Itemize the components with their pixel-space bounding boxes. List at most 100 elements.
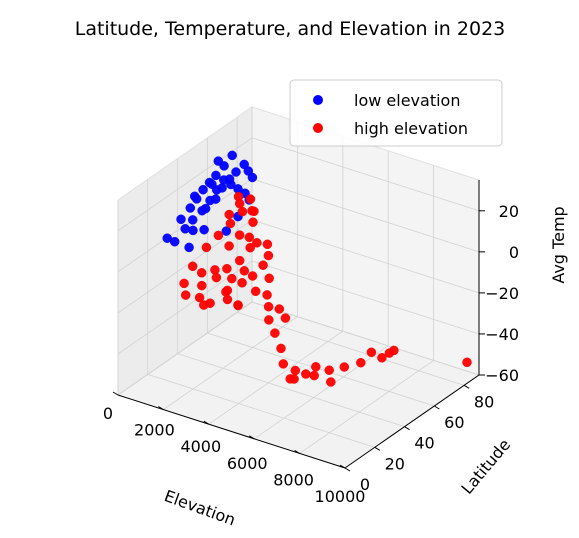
point-low-elevation	[231, 167, 241, 177]
point-low-elevation	[169, 236, 180, 247]
axes-grid	[117, 107, 480, 469]
point-high-elevation	[290, 365, 301, 376]
point-high-elevation	[237, 206, 248, 217]
point-low-elevation	[221, 226, 232, 236]
grid-line-z	[251, 178, 480, 253]
point-high-elevation	[309, 370, 319, 381]
point-low-elevation	[189, 191, 200, 202]
point-high-elevation	[245, 194, 256, 204]
grid-line-z	[117, 301, 253, 396]
point-high-elevation	[197, 280, 207, 291]
point-low-elevation	[227, 150, 237, 161]
y-tick-label: 80	[474, 392, 494, 411]
grid-line-z	[251, 260, 480, 335]
grid-line-x	[253, 345, 389, 440]
point-high-elevation	[264, 273, 274, 284]
point-high-elevation	[196, 268, 207, 278]
point-low-elevation	[226, 179, 236, 190]
x-tick	[248, 435, 255, 440]
y-axis-line	[344, 374, 480, 469]
z-tick-label: −40	[485, 325, 519, 344]
point-high-elevation	[249, 206, 259, 217]
scatter-points	[162, 150, 472, 387]
point-high-elevation	[276, 343, 286, 354]
x-tick	[158, 406, 164, 411]
y-tick-label: 40	[414, 434, 434, 453]
legend-label-high-elevation: high elevation	[354, 119, 468, 138]
point-low-elevation	[187, 215, 198, 225]
chart-title: Latitude, Temperature, and Elevation in …	[75, 18, 506, 40]
point-low-elevation	[207, 179, 217, 189]
point-high-elevation	[245, 242, 255, 253]
point-high-elevation	[263, 301, 274, 312]
x-tick	[203, 420, 210, 425]
x-tick-label: 4000	[180, 437, 221, 456]
z-tick-label: 0	[509, 243, 519, 262]
y-axis-label: Latitude	[457, 435, 514, 498]
point-high-elevation	[247, 271, 258, 281]
point-high-elevation	[278, 359, 289, 369]
legend-label-low-elevation: low elevation	[354, 91, 460, 110]
point-high-elevation	[289, 374, 299, 384]
point-high-elevation	[264, 315, 274, 325]
y-tick	[463, 384, 470, 389]
point-low-elevation	[211, 170, 221, 181]
point-high-elevation	[213, 230, 224, 241]
grid-line-y	[207, 332, 435, 407]
point-high-elevation	[180, 290, 191, 300]
y-tick-label: 20	[385, 454, 405, 473]
legend: low elevation high elevation	[289, 79, 503, 147]
point-high-elevation	[356, 357, 366, 368]
x-axis-label: Elevation	[162, 486, 238, 529]
point-high-elevation	[366, 347, 377, 358]
point-high-elevation	[179, 278, 189, 289]
x-tick-label: 8000	[273, 470, 314, 489]
point-low-elevation	[247, 172, 258, 183]
legend-marker-high-elevation	[313, 123, 323, 133]
point-low-elevation	[199, 224, 209, 235]
point-low-elevation	[197, 205, 207, 216]
point-low-elevation	[184, 242, 194, 253]
point-high-elevation	[244, 232, 255, 243]
x-tick	[294, 449, 300, 454]
point-high-elevation	[233, 300, 243, 311]
y-tick	[374, 446, 381, 451]
point-high-elevation	[248, 217, 258, 227]
point-high-elevation	[252, 238, 262, 248]
point-low-elevation	[188, 225, 198, 236]
x-tick	[339, 464, 346, 469]
y-tick	[434, 405, 440, 410]
legend-marker-low-elevation	[313, 95, 323, 105]
point-high-elevation	[201, 242, 212, 253]
point-high-elevation	[199, 300, 209, 310]
point-high-elevation	[280, 313, 291, 323]
point-high-elevation	[225, 218, 236, 229]
point-high-elevation	[301, 369, 311, 379]
point-high-elevation	[274, 304, 285, 314]
grid-line-z	[251, 137, 480, 212]
grid-line-x	[299, 360, 434, 454]
y-tick	[344, 467, 351, 472]
x-axis-line	[117, 394, 346, 469]
y-tick-label: 60	[444, 413, 464, 432]
point-low-elevation	[219, 175, 229, 185]
point-high-elevation	[262, 239, 273, 250]
point-low-elevation	[176, 214, 186, 225]
point-high-elevation	[211, 272, 222, 283]
z-axis-label: Avg Temp	[549, 206, 568, 283]
point-high-elevation	[339, 362, 350, 372]
point-high-elevation	[462, 357, 472, 368]
point-high-elevation	[227, 273, 237, 284]
point-low-elevation	[180, 224, 190, 234]
grid-line-z	[251, 219, 480, 294]
point-high-elevation	[222, 294, 233, 305]
x-tick-label: 0	[103, 404, 113, 423]
point-high-elevation	[326, 377, 336, 387]
x-tick-label: 10000	[315, 487, 366, 506]
point-high-elevation	[194, 292, 205, 303]
point-high-elevation	[311, 362, 321, 372]
point-low-elevation	[205, 195, 215, 206]
point-high-elevation	[187, 261, 198, 272]
axes-lines	[112, 180, 485, 472]
